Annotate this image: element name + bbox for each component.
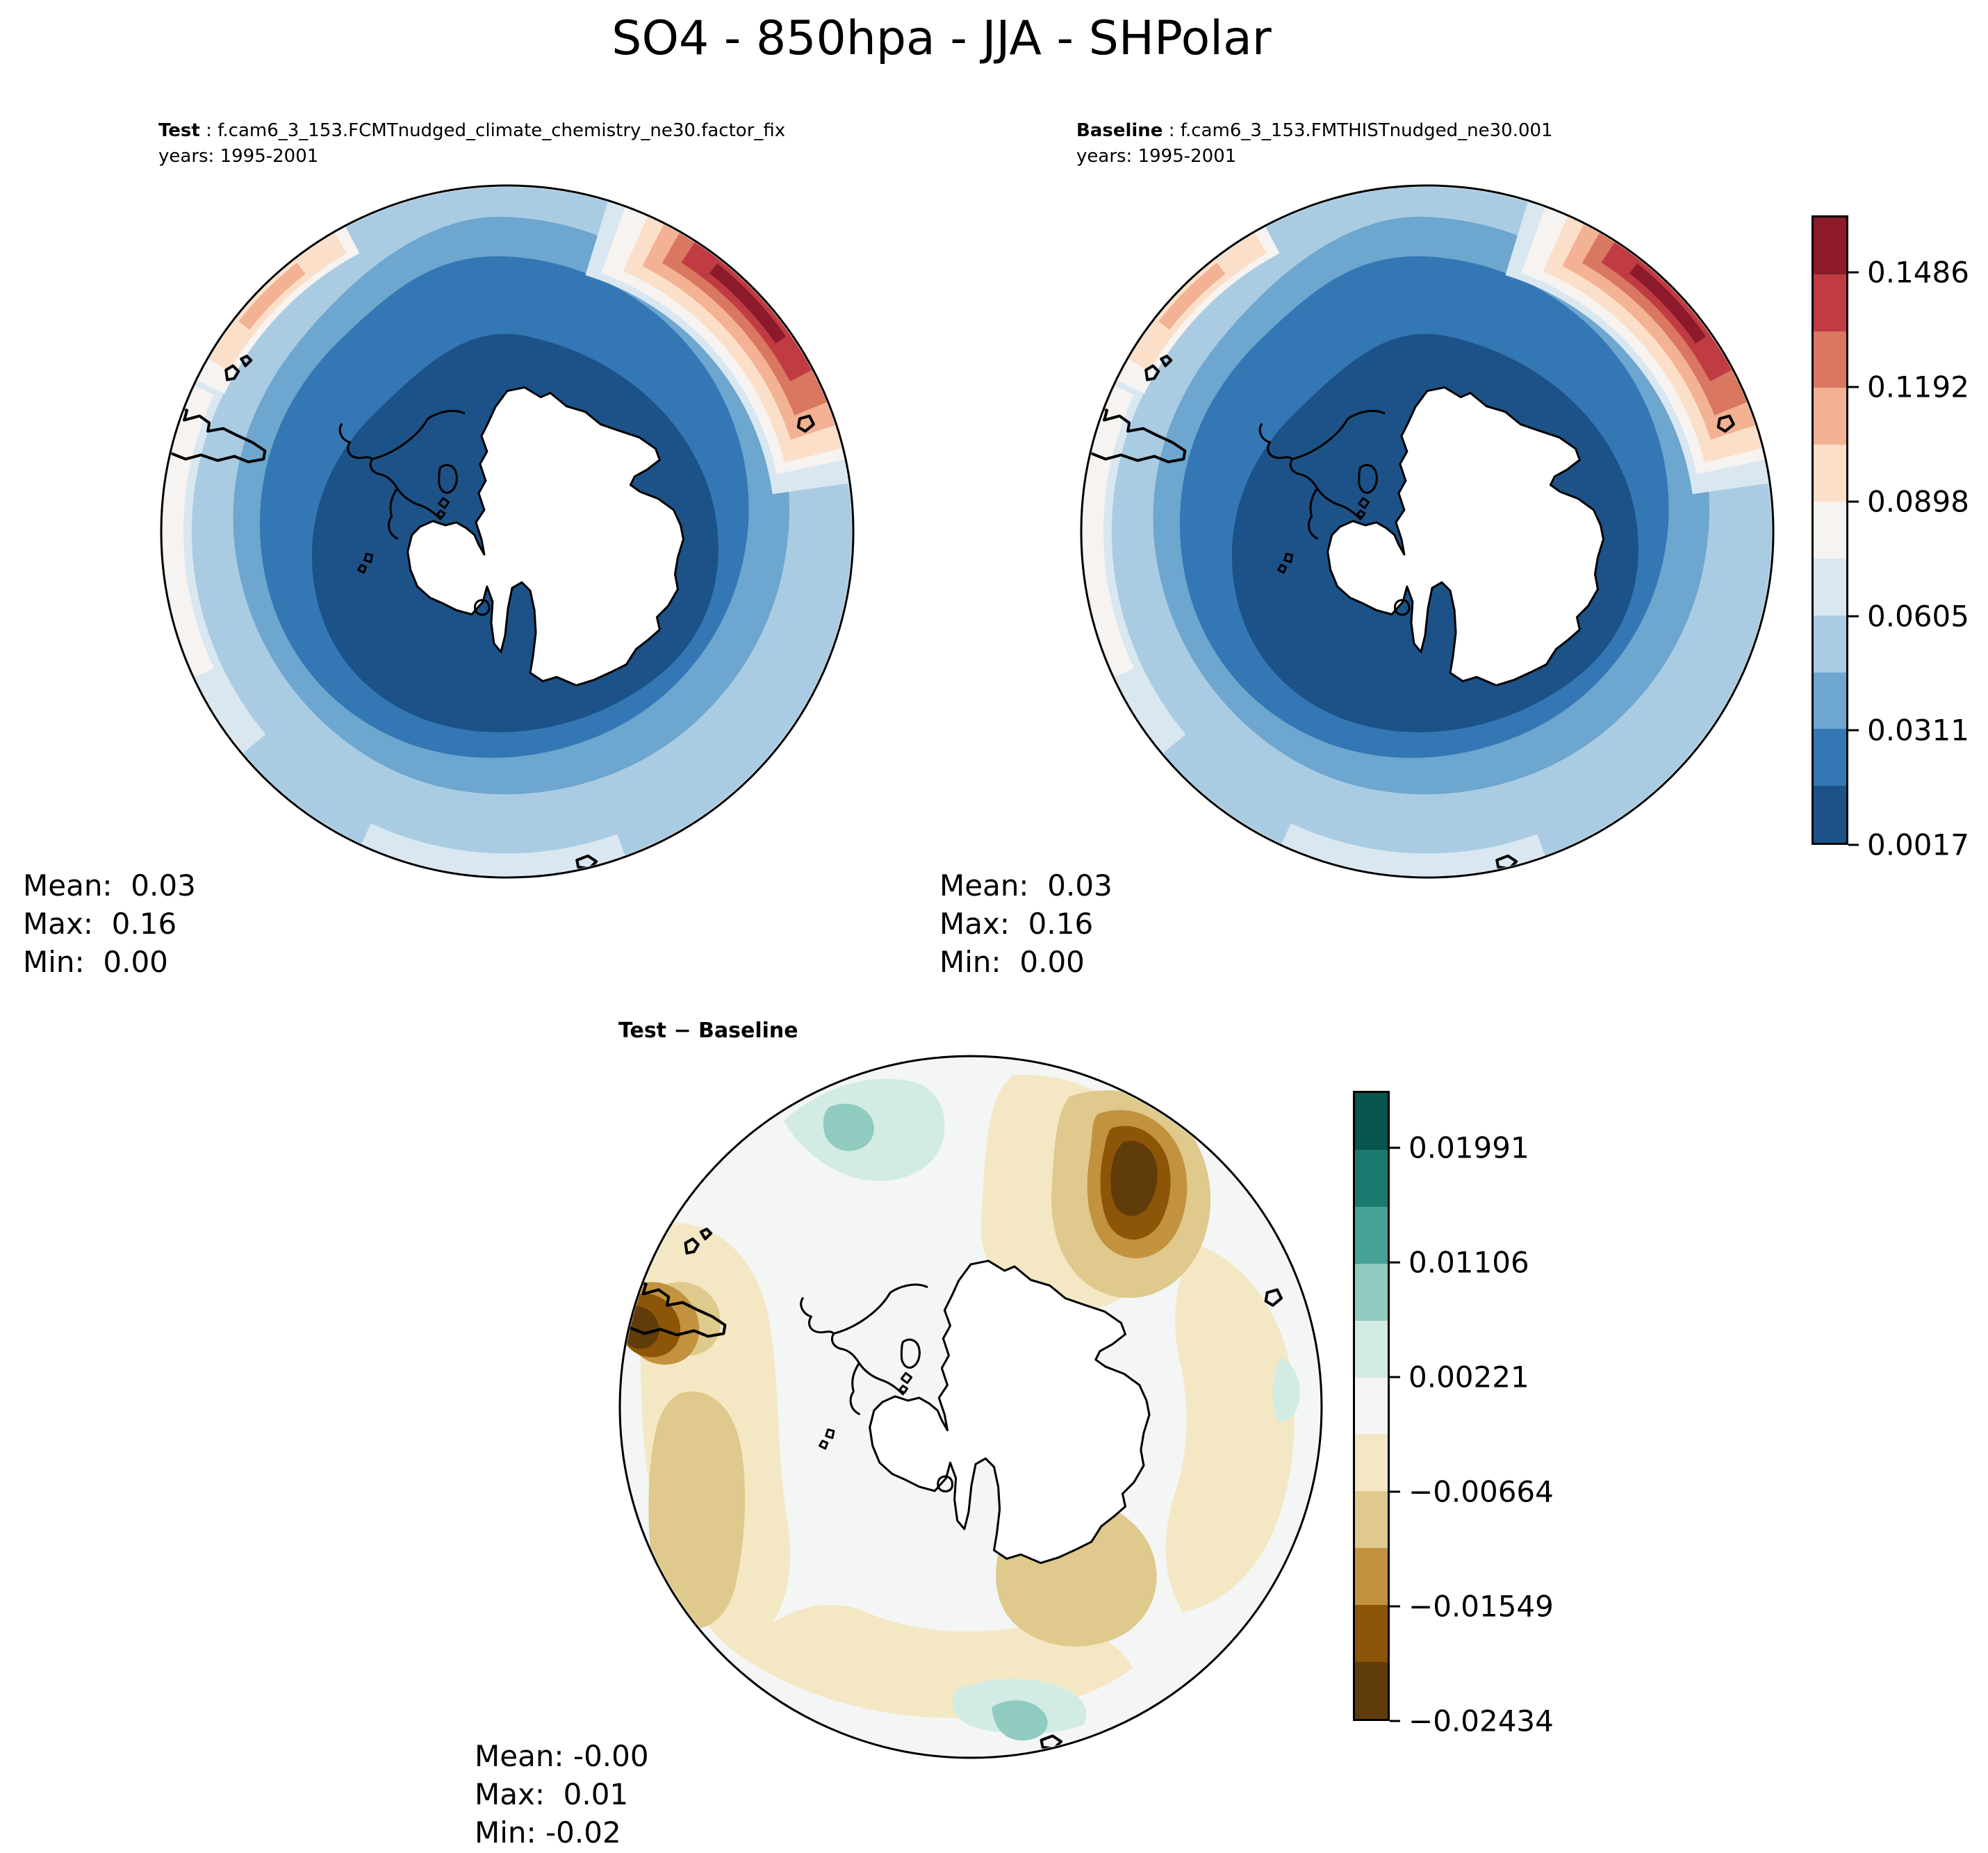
colorbar-band — [1814, 445, 1846, 502]
so4-colorbar-bands — [1812, 215, 1848, 845]
tick-label: 0.0898 — [1867, 484, 1969, 519]
tick-label: 0.01106 — [1408, 1245, 1529, 1280]
test-panel-header: Test : f.cam6_3_153.FCMTnudged_climate_c… — [158, 118, 785, 170]
tick-mark — [1848, 500, 1859, 503]
colorbar-band — [1355, 1263, 1388, 1321]
tick-mark — [1390, 1490, 1400, 1493]
colorbar-band — [1355, 1434, 1388, 1492]
diff-map — [618, 1054, 1324, 1760]
colorbar-tick: 0.1486 — [1848, 256, 1969, 290]
test-stat-mean: Mean: 0.03 — [23, 868, 196, 903]
test-map — [159, 183, 855, 880]
colorbar-band — [1355, 1662, 1388, 1719]
colorbar-band — [1355, 1605, 1388, 1663]
colorbar-tick: −0.02434 — [1390, 1704, 1554, 1738]
colorbar-tick: 0.00221 — [1390, 1360, 1529, 1394]
colorbar-tick: 0.01106 — [1390, 1246, 1529, 1280]
tick-label: −0.00664 — [1408, 1474, 1554, 1509]
baseline-panel-header: Baseline : f.cam6_3_153.FMTHISTnudged_ne… — [1076, 118, 1553, 170]
tick-mark — [1390, 1261, 1400, 1264]
tick-label: 0.0605 — [1867, 599, 1969, 634]
colorbar-band — [1355, 1149, 1388, 1207]
diff-stat-max: Max: 0.01 — [475, 1777, 629, 1811]
colorbar-tick: 0.0898 — [1848, 484, 1969, 518]
test-dataset: : f.cam6_3_153.FCMTnudged_climate_chemis… — [199, 120, 786, 141]
test-stats: Mean: 0.03 Max: 0.16 Min: 0.00 — [23, 866, 196, 981]
baseline-stats: Mean: 0.03 Max: 0.16 Min: 0.00 — [939, 866, 1112, 981]
tick-label: 0.1192 — [1867, 370, 1969, 404]
diff-stat-min: Min: -0.02 — [475, 1815, 621, 1850]
tick-label: −0.01549 — [1408, 1589, 1554, 1624]
colorbar-band — [1814, 558, 1846, 616]
baseline-run-line: Baseline : f.cam6_3_153.FMTHISTnudged_ne… — [1076, 118, 1553, 144]
tick-label: 0.0311 — [1867, 713, 1969, 748]
colorbar-tick: 0.01991 — [1390, 1131, 1529, 1165]
diff-colorbar: 0.01991 0.01106 0.00221 −0.00664 −0.01549 −0.… — [1353, 1091, 1554, 1738]
test-run-line: Test : f.cam6_3_153.FCMTnudged_climate_c… — [158, 118, 785, 144]
so4-colorbar: 0.1486 0.1192 0.0898 0.0605 0.0311 0.0017 — [1812, 215, 1969, 862]
test-stat-min: Min: 0.00 — [23, 945, 168, 979]
colorbar-tick: 0.0017 — [1848, 828, 1969, 862]
colorbar-band — [1814, 672, 1846, 730]
tick-mark — [1848, 729, 1859, 732]
tick-mark — [1390, 1146, 1400, 1149]
colorbar-tick: 0.0605 — [1848, 599, 1969, 633]
baseline-stat-max: Max: 0.16 — [939, 907, 1094, 941]
colorbar-band — [1814, 615, 1846, 673]
tick-mark — [1390, 1720, 1400, 1722]
baseline-map — [1079, 183, 1775, 880]
colorbar-tick: 0.0311 — [1848, 714, 1969, 748]
colorbar-band — [1814, 786, 1846, 843]
tick-mark — [1848, 271, 1859, 274]
tick-label: 0.00221 — [1408, 1360, 1529, 1394]
diff-colorbar-bands — [1353, 1091, 1390, 1721]
colorbar-band — [1814, 502, 1846, 559]
colorbar-band — [1814, 388, 1846, 445]
diff-stats: Mean: -0.00 Max: 0.01 Min: -0.02 — [475, 1737, 649, 1852]
tick-label: −0.02434 — [1408, 1704, 1554, 1738]
tick-mark — [1390, 1605, 1400, 1608]
colorbar-tick: −0.01549 — [1390, 1590, 1554, 1624]
test-stat-max: Max: 0.16 — [23, 907, 177, 941]
colorbar-band — [1355, 1377, 1388, 1435]
colorbar-band — [1355, 1320, 1388, 1378]
baseline-stat-min: Min: 0.00 — [939, 945, 1085, 979]
colorbar-band — [1355, 1206, 1388, 1264]
colorbar-band — [1814, 217, 1846, 274]
figure-title: SO4 - 850hpa - JJA - SHPolar — [611, 11, 1272, 66]
colorbar-band — [1814, 274, 1846, 331]
colorbar-band — [1814, 331, 1846, 388]
tick-label: 0.0017 — [1867, 827, 1969, 862]
tick-label: 0.1486 — [1867, 255, 1969, 290]
colorbar-band — [1355, 1548, 1388, 1606]
baseline-dataset: : f.cam6_3_153.FMTHISTnudged_ne30.001 — [1163, 120, 1553, 141]
baseline-stat-mean: Mean: 0.03 — [939, 868, 1112, 903]
baseline-label: Baseline — [1076, 120, 1163, 141]
colorbar-band — [1355, 1093, 1388, 1150]
test-label: Test — [158, 120, 200, 141]
diff-stat-mean: Mean: -0.00 — [475, 1739, 649, 1773]
tick-mark — [1848, 615, 1859, 618]
colorbar-tick: −0.00664 — [1390, 1475, 1554, 1509]
tick-mark — [1848, 843, 1859, 846]
tick-mark — [1848, 386, 1859, 388]
diff-panel-title: Test − Baseline — [618, 1019, 798, 1043]
test-years: years: 1995-2001 — [158, 146, 319, 167]
tick-label: 0.01991 — [1408, 1130, 1529, 1165]
baseline-years: years: 1995-2001 — [1076, 146, 1237, 167]
colorbar-band — [1355, 1491, 1388, 1549]
tick-mark — [1390, 1376, 1400, 1378]
colorbar-tick: 0.1192 — [1848, 370, 1969, 404]
colorbar-band — [1814, 729, 1846, 787]
